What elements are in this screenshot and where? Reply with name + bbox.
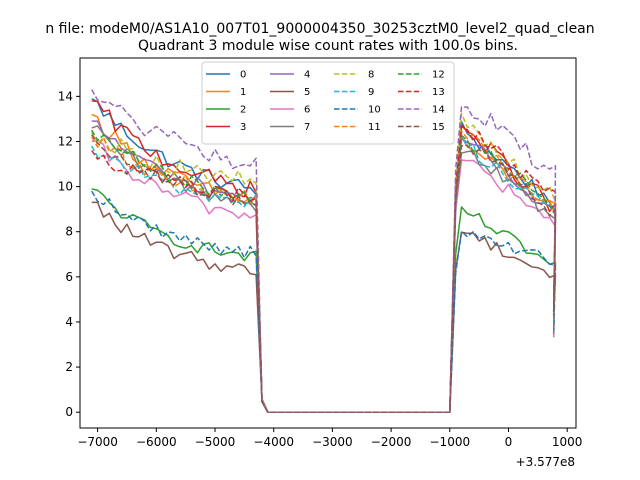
y-tick-label: 0	[65, 405, 73, 419]
chart-title: Quadrant 3 module wise count rates with …	[138, 38, 518, 54]
legend-label-8: 8	[368, 70, 374, 81]
series-line-1	[91, 113, 557, 413]
legend-label-11: 11	[368, 122, 381, 133]
series-line-9	[91, 135, 557, 413]
series-line-15	[91, 134, 557, 413]
series-line-3	[91, 100, 557, 413]
legend-label-3: 3	[240, 122, 246, 133]
legend-label-5: 5	[304, 87, 310, 98]
series-line-2	[91, 188, 557, 413]
x-tick-label: −4000	[253, 435, 294, 449]
legend-label-1: 1	[240, 87, 246, 98]
x-tick-label: −5000	[195, 435, 236, 449]
legend-label-0: 0	[240, 70, 246, 81]
legend-label-2: 2	[240, 105, 246, 116]
x-tick-label: −2000	[371, 435, 412, 449]
y-tick-label: 2	[65, 360, 73, 374]
legend-label-10: 10	[368, 105, 381, 116]
legend-label-15: 15	[432, 122, 445, 133]
series-line-11	[91, 130, 557, 413]
x-tick-label: −7000	[77, 435, 118, 449]
x-tick-label: −3000	[312, 435, 353, 449]
y-tick-label: 10	[58, 180, 73, 194]
legend-label-6: 6	[304, 105, 310, 116]
x-tick-label: 0	[505, 435, 513, 449]
legend-label-4: 4	[304, 70, 310, 81]
series-layer	[91, 89, 557, 413]
legend-label-7: 7	[304, 122, 310, 133]
legend-label-12: 12	[432, 70, 445, 81]
x-axis: −7000 −6000 −5000 −4000 −3000 −2000 −1000 0 1000	[77, 428, 582, 449]
series-line-10	[91, 190, 557, 413]
y-tick-label: 6	[65, 270, 73, 284]
legend-label-9: 9	[368, 87, 374, 98]
y-tick-label: 8	[65, 225, 73, 239]
x-tick-label: 1000	[552, 435, 583, 449]
suptitle: n file: modeM0/AS1A10_007T01_9000004350_…	[45, 21, 594, 37]
legend-label-14: 14	[432, 105, 445, 116]
x-tick-label: −1000	[430, 435, 471, 449]
x-tick-label: −6000	[136, 435, 177, 449]
y-axis: 0 2 4 6 8 10 12 14	[58, 89, 80, 419]
x-offset-label: +3.577e8	[516, 455, 575, 469]
plot-area	[79, 57, 577, 429]
legend-label-13: 13	[432, 87, 445, 98]
y-tick-label: 4	[65, 315, 73, 329]
y-tick-label: 14	[58, 89, 73, 103]
legend-box	[201, 61, 455, 145]
y-tick-label: 12	[58, 134, 73, 148]
